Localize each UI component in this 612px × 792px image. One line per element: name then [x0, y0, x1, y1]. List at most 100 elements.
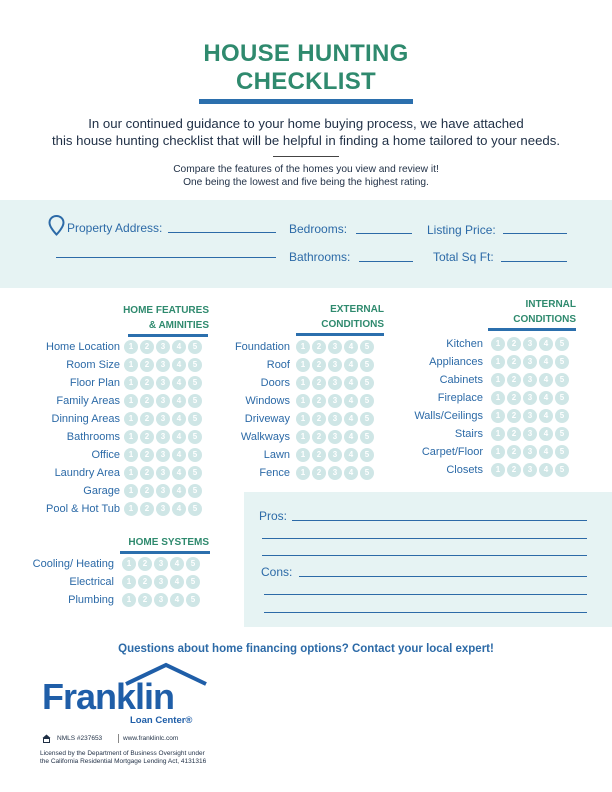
rating-option-4[interactable]: 4: [344, 466, 358, 480]
rating-option-1[interactable]: 1: [491, 337, 505, 351]
rating-option-2[interactable]: 2: [507, 391, 521, 405]
bathrooms-field[interactable]: [359, 261, 413, 262]
rating-option-1[interactable]: 1: [491, 427, 505, 441]
rating-option-2[interactable]: 2: [312, 448, 326, 462]
rating-option-3[interactable]: 3: [154, 593, 168, 607]
rating-option-2[interactable]: 2: [507, 373, 521, 387]
rating-option-5[interactable]: 5: [360, 340, 374, 354]
rating-option-4[interactable]: 4: [344, 376, 358, 390]
rating-option-1[interactable]: 1: [296, 340, 310, 354]
rating-option-5[interactable]: 5: [555, 373, 569, 387]
rating-option-2[interactable]: 2: [507, 337, 521, 351]
rating-option-5[interactable]: 5: [555, 337, 569, 351]
rating-option-3[interactable]: 3: [156, 430, 170, 444]
rating-option-3[interactable]: 3: [523, 337, 537, 351]
rating-option-4[interactable]: 4: [172, 358, 186, 372]
rating-option-3[interactable]: 3: [328, 340, 342, 354]
rating-option-5[interactable]: 5: [555, 355, 569, 369]
rating-option-5[interactable]: 5: [188, 394, 202, 408]
rating-option-5[interactable]: 5: [188, 448, 202, 462]
rating-option-4[interactable]: 4: [344, 340, 358, 354]
cons-line-1[interactable]: [299, 576, 587, 577]
rating-option-2[interactable]: 2: [507, 409, 521, 423]
rating-option-2[interactable]: 2: [140, 358, 154, 372]
rating-option-2[interactable]: 2: [312, 376, 326, 390]
rating-option-1[interactable]: 1: [491, 409, 505, 423]
rating-option-5[interactable]: 5: [360, 358, 374, 372]
rating-option-3[interactable]: 3: [156, 340, 170, 354]
rating-option-5[interactable]: 5: [555, 427, 569, 441]
rating-option-3[interactable]: 3: [156, 466, 170, 480]
rating-option-3[interactable]: 3: [523, 409, 537, 423]
rating-option-4[interactable]: 4: [344, 430, 358, 444]
rating-option-5[interactable]: 5: [555, 409, 569, 423]
rating-option-1[interactable]: 1: [296, 448, 310, 462]
rating-option-2[interactable]: 2: [507, 463, 521, 477]
rating-option-2[interactable]: 2: [138, 557, 152, 571]
rating-option-4[interactable]: 4: [172, 484, 186, 498]
rating-option-4[interactable]: 4: [344, 412, 358, 426]
rating-option-5[interactable]: 5: [188, 430, 202, 444]
rating-option-4[interactable]: 4: [170, 575, 184, 589]
rating-option-5[interactable]: 5: [360, 466, 374, 480]
rating-option-4[interactable]: 4: [539, 373, 553, 387]
rating-option-4[interactable]: 4: [172, 430, 186, 444]
rating-option-1[interactable]: 1: [296, 358, 310, 372]
rating-option-1[interactable]: 1: [124, 376, 138, 390]
rating-option-3[interactable]: 3: [328, 358, 342, 372]
rating-option-4[interactable]: 4: [172, 394, 186, 408]
rating-option-1[interactable]: 1: [124, 466, 138, 480]
rating-option-4[interactable]: 4: [344, 358, 358, 372]
rating-option-1[interactable]: 1: [491, 373, 505, 387]
rating-option-5[interactable]: 5: [360, 376, 374, 390]
rating-option-3[interactable]: 3: [156, 358, 170, 372]
rating-option-4[interactable]: 4: [539, 427, 553, 441]
rating-option-2[interactable]: 2: [140, 484, 154, 498]
rating-option-1[interactable]: 1: [122, 557, 136, 571]
rating-option-3[interactable]: 3: [156, 394, 170, 408]
rating-option-4[interactable]: 4: [539, 391, 553, 405]
rating-option-1[interactable]: 1: [122, 575, 136, 589]
total-sq-ft-field[interactable]: [501, 261, 567, 262]
rating-option-3[interactable]: 3: [328, 394, 342, 408]
rating-option-3[interactable]: 3: [156, 376, 170, 390]
rating-option-2[interactable]: 2: [312, 412, 326, 426]
rating-option-4[interactable]: 4: [172, 340, 186, 354]
rating-option-1[interactable]: 1: [124, 502, 138, 516]
rating-option-4[interactable]: 4: [539, 463, 553, 477]
bedrooms-field[interactable]: [356, 233, 412, 234]
rating-option-5[interactable]: 5: [188, 340, 202, 354]
rating-option-5[interactable]: 5: [188, 412, 202, 426]
rating-option-2[interactable]: 2: [140, 466, 154, 480]
rating-option-1[interactable]: 1: [124, 394, 138, 408]
rating-option-5[interactable]: 5: [188, 484, 202, 498]
rating-option-4[interactable]: 4: [170, 557, 184, 571]
rating-option-5[interactable]: 5: [555, 463, 569, 477]
rating-option-2[interactable]: 2: [138, 593, 152, 607]
rating-option-2[interactable]: 2: [140, 394, 154, 408]
cons-line-2[interactable]: [264, 594, 587, 595]
rating-option-4[interactable]: 4: [172, 376, 186, 390]
rating-option-2[interactable]: 2: [312, 430, 326, 444]
property-address-field-2[interactable]: [56, 257, 276, 258]
rating-option-1[interactable]: 1: [124, 448, 138, 462]
rating-option-1[interactable]: 1: [491, 463, 505, 477]
rating-option-3[interactable]: 3: [523, 355, 537, 369]
rating-option-5[interactable]: 5: [360, 448, 374, 462]
rating-option-3[interactable]: 3: [154, 575, 168, 589]
rating-option-2[interactable]: 2: [140, 430, 154, 444]
rating-option-5[interactable]: 5: [555, 391, 569, 405]
rating-option-1[interactable]: 1: [124, 412, 138, 426]
rating-option-3[interactable]: 3: [328, 448, 342, 462]
rating-option-1[interactable]: 1: [491, 391, 505, 405]
rating-option-3[interactable]: 3: [154, 557, 168, 571]
pros-line-3[interactable]: [262, 555, 587, 556]
rating-option-2[interactable]: 2: [140, 448, 154, 462]
rating-option-2[interactable]: 2: [312, 394, 326, 408]
rating-option-3[interactable]: 3: [156, 502, 170, 516]
rating-option-2[interactable]: 2: [140, 502, 154, 516]
rating-option-1[interactable]: 1: [491, 355, 505, 369]
rating-option-3[interactable]: 3: [156, 484, 170, 498]
rating-option-1[interactable]: 1: [124, 430, 138, 444]
rating-option-4[interactable]: 4: [170, 593, 184, 607]
